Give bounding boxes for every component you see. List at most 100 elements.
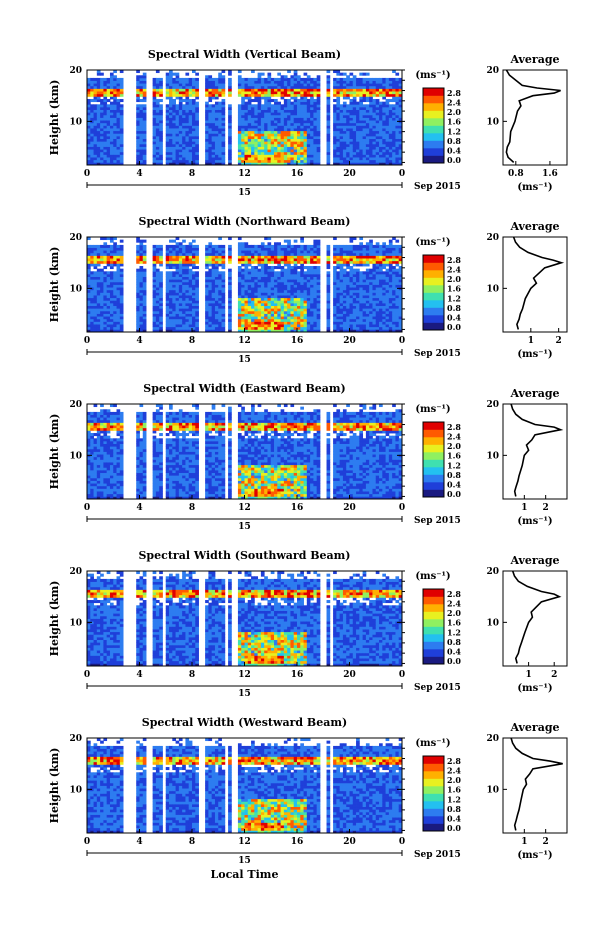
- avg-x-tick-label: 1.6: [542, 169, 558, 179]
- heatmap-cell: [260, 117, 265, 121]
- heatmap-cell: [297, 128, 301, 132]
- heatmap-cell: [398, 141, 403, 145]
- heatmap-cell: [172, 93, 176, 97]
- heatmap-cell: [251, 305, 255, 309]
- heatmap-cell: [336, 266, 341, 270]
- heatmap-cell: [283, 85, 288, 89]
- heatmap-cell: [139, 324, 144, 328]
- heatmap-cell: [267, 244, 272, 248]
- heatmap-cell: [379, 149, 383, 153]
- heatmap-cell: [241, 112, 245, 116]
- heatmap-cell: [392, 130, 396, 134]
- heatmap-cell: [254, 109, 259, 113]
- heatmap-cell: [336, 120, 341, 124]
- heatmap-cell: [119, 104, 124, 108]
- heatmap-cell: [116, 250, 121, 254]
- heatmap-cell: [218, 237, 222, 241]
- heatmap-cell: [260, 287, 265, 291]
- heatmap-cell: [96, 281, 101, 285]
- heatmap-cell: [218, 273, 222, 277]
- heatmap-cell: [178, 255, 183, 259]
- heatmap-cell: [352, 96, 357, 100]
- heatmap-cell: [316, 252, 321, 256]
- heatmap-cell: [221, 316, 226, 320]
- heatmap-cell: [342, 114, 347, 118]
- heatmap-cell: [155, 318, 160, 322]
- heatmap-cell: [155, 104, 160, 108]
- heatmap-cell: [382, 157, 386, 161]
- heatmap-cell: [274, 321, 278, 325]
- heatmap-cell: [382, 106, 386, 110]
- heatmap-cell: [188, 93, 193, 97]
- heatmap-cell: [87, 292, 91, 296]
- heatmap-cell: [169, 146, 173, 150]
- heatmap-cell: [244, 88, 249, 92]
- heatmap-cell: [313, 146, 318, 150]
- heatmap-cell: [182, 255, 186, 259]
- heatmap-cell: [359, 284, 364, 288]
- heatmap-cell: [159, 99, 163, 103]
- heatmap-cell: [379, 85, 383, 89]
- heatmap-cell: [356, 157, 360, 161]
- heatmap-cell: [339, 300, 344, 304]
- heatmap-cell: [244, 273, 249, 277]
- heatmap-cell: [172, 146, 176, 150]
- heatmap-cell: [211, 96, 216, 100]
- heatmap-cell: [287, 138, 291, 142]
- heatmap-cell: [155, 279, 160, 283]
- heatmap-cell: [93, 162, 98, 166]
- heatmap-cell: [316, 162, 321, 166]
- heatmap-cell: [100, 281, 104, 285]
- heatmap-cell: [195, 141, 199, 145]
- heatmap-cell: [247, 77, 252, 81]
- heatmap-cell: [339, 310, 344, 314]
- heatmap-cell: [113, 252, 117, 256]
- heatmap-cell: [287, 117, 291, 121]
- heatmap-cell: [142, 255, 147, 259]
- heatmap-cell: [333, 284, 337, 288]
- heatmap-cell: [136, 125, 140, 129]
- heatmap-cell: [93, 273, 98, 277]
- heatmap-cell: [175, 96, 180, 100]
- heatmap-cell: [244, 128, 249, 132]
- heatmap-cell: [260, 80, 265, 84]
- heatmap-cell: [254, 287, 259, 291]
- heatmap-cell: [100, 130, 104, 134]
- heatmap-cell: [342, 305, 347, 309]
- heatmap-cell: [264, 83, 268, 87]
- heatmap-cell: [316, 305, 321, 309]
- heatmap-cell: [356, 252, 360, 256]
- heatmap-cell: [159, 128, 163, 132]
- heatmap-cell: [237, 237, 242, 241]
- heatmap-cell: [139, 120, 144, 124]
- heatmap-cell: [208, 159, 213, 163]
- heatmap-cell: [142, 135, 147, 140]
- heatmap-cell: [251, 106, 255, 110]
- heatmap-cell: [100, 80, 104, 84]
- heatmap-cell: [221, 258, 226, 262]
- heatmap-cell: [116, 135, 121, 140]
- heatmap-cell: [106, 128, 111, 132]
- heatmap-cell: [359, 88, 364, 92]
- heatmap-cell: [293, 313, 298, 317]
- heatmap-cell: [385, 109, 390, 113]
- heatmap-cell: [247, 106, 252, 110]
- heatmap-cell: [297, 284, 301, 288]
- heatmap-cell: [290, 271, 295, 275]
- heatmap-cell: [339, 149, 344, 153]
- heatmap-cell: [205, 141, 209, 145]
- heatmap-cell: [362, 133, 367, 137]
- heatmap-cell: [310, 289, 314, 293]
- heatmap-cell: [119, 250, 124, 254]
- heatmap-cell: [188, 101, 193, 105]
- heatmap-cell: [90, 88, 94, 92]
- heatmap-cell: [356, 112, 360, 116]
- heatmap-cell: [264, 318, 268, 322]
- heatmap-cell: [119, 297, 124, 301]
- heatmap-cell: [339, 130, 344, 134]
- heatmap-cell: [398, 101, 403, 105]
- heatmap-cell: [188, 146, 193, 150]
- heatmap-cell: [96, 114, 101, 118]
- heatmap-cell: [195, 284, 199, 288]
- heatmap-cell: [267, 101, 272, 105]
